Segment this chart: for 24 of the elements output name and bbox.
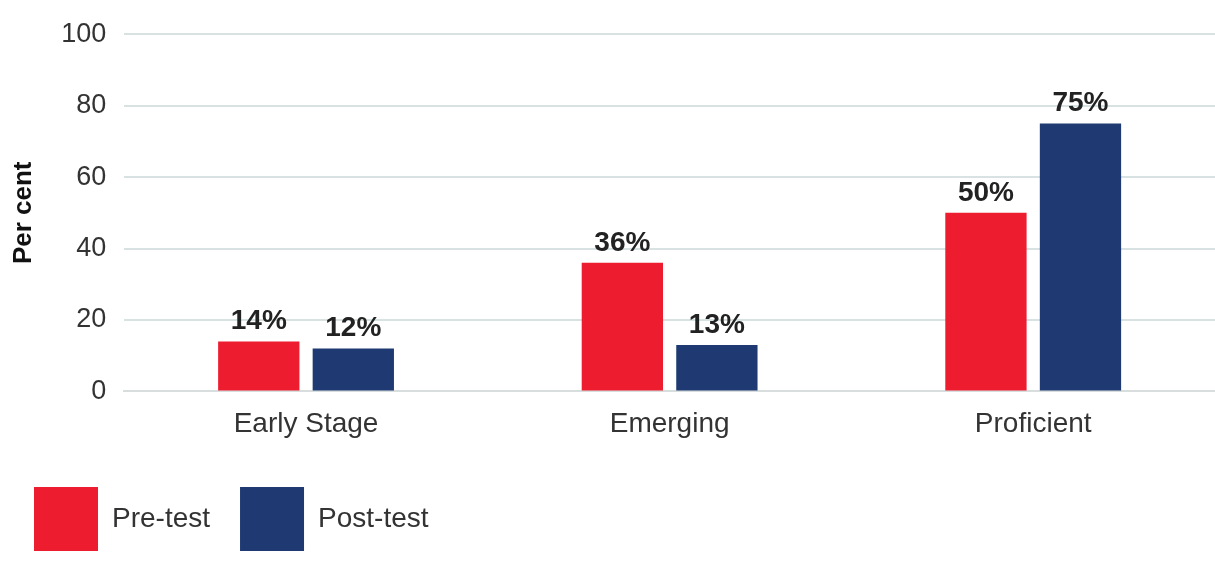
bar <box>312 348 394 391</box>
y-tick-label: 20 <box>76 303 107 334</box>
bar <box>581 262 664 391</box>
data-label: 50% <box>957 175 1015 207</box>
legend-label: Post-test <box>318 501 429 533</box>
y-axis-title: Per cent <box>6 161 37 265</box>
x-tick-label: Emerging <box>609 406 730 438</box>
y-tick-label: 100 <box>61 17 107 48</box>
data-label: 36% <box>594 225 651 257</box>
x-tick-label: Proficient <box>974 406 1092 438</box>
bar <box>676 344 758 391</box>
legend-label: Pre-test <box>112 501 211 533</box>
bar <box>945 212 1027 391</box>
data-label: 75% <box>1052 86 1109 118</box>
bar <box>218 341 300 391</box>
y-tick-label: 0 <box>91 374 107 405</box>
bar <box>1039 123 1122 391</box>
x-tick-label: Early Stage <box>233 406 379 438</box>
data-label: 13% <box>688 307 746 339</box>
data-label: 14% <box>230 304 287 336</box>
y-tick-label: 60 <box>76 160 107 191</box>
data-label: 12% <box>325 311 382 343</box>
y-tick-label: 80 <box>76 89 107 120</box>
y-tick-label: 40 <box>76 231 107 262</box>
